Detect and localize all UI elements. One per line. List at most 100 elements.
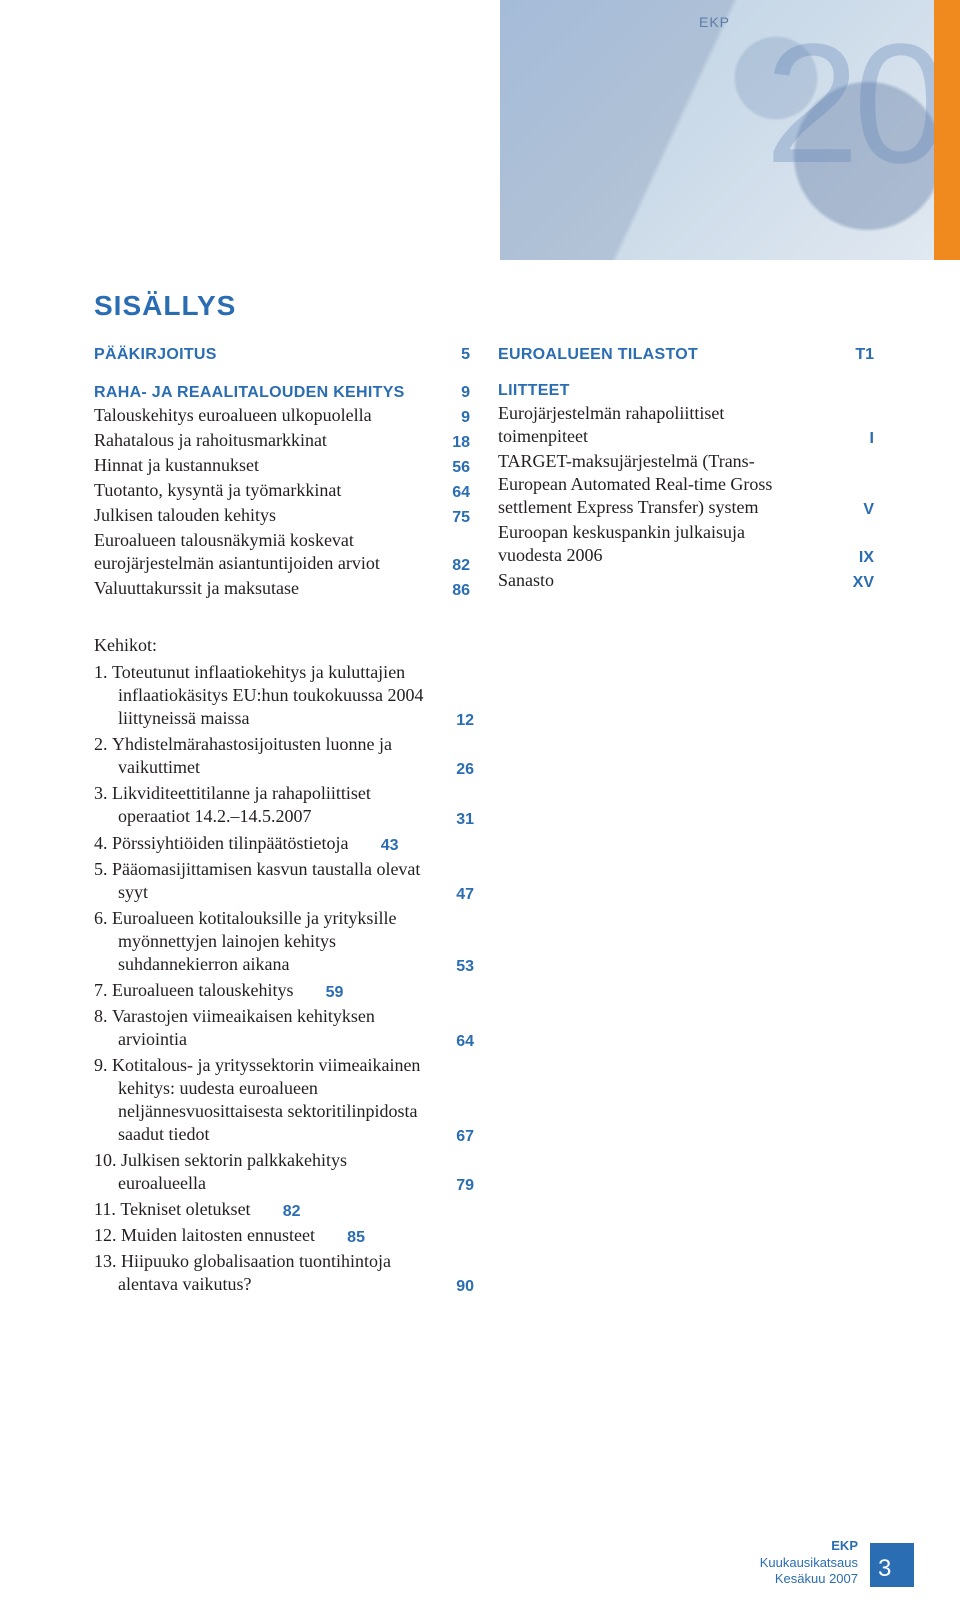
toc-row: Sanasto XV xyxy=(498,569,874,592)
page-number: 18 xyxy=(434,434,470,452)
banner-large-number: 20 xyxy=(765,6,942,202)
kehikot-row: 5. Pääomasijittamisen kasvun taustalla o… xyxy=(94,858,478,904)
kehikot-label: 10. Julkisen sektorin palkkakehitys euro… xyxy=(94,1149,424,1195)
footer-line2: Kuukausikatsaus xyxy=(760,1555,858,1571)
page-number: 43 xyxy=(368,837,398,855)
footer: EKP Kuukausikatsaus Kesäkuu 2007 3 xyxy=(760,1538,914,1587)
page-number: 90 xyxy=(444,1278,474,1296)
toc-label: Sanasto xyxy=(498,569,554,592)
page-number: 12 xyxy=(444,712,474,730)
kehikot-label: 4. Pörssiyhtiöiden tilinpäätöstietoja xyxy=(94,832,348,855)
toc-row: RAHA- JA REAALITALOUDEN KEHITYS 9 xyxy=(94,384,470,402)
kehikot-label: 8. Varastojen viimeaikaisen kehityksen a… xyxy=(94,1005,424,1051)
kehikot-row: 3. Likviditeettitilanne ja rahapoliittis… xyxy=(94,782,478,828)
toc-label: Rahatalous ja rahoitusmarkkinat xyxy=(94,429,327,452)
page-number: 59 xyxy=(313,984,343,1002)
kehikot-row: 2. Yhdistelmärahastosijoitusten luonne j… xyxy=(94,733,478,779)
page-number: 82 xyxy=(271,1203,301,1221)
banner-small-text: EKP xyxy=(699,14,730,30)
page-number: 53 xyxy=(444,958,474,976)
page-number: 86 xyxy=(434,582,470,600)
kehikot-label: 12. Muiden laitosten ennusteet xyxy=(94,1224,315,1247)
toc-row: Eurojärjestelmän rahapoliittiset toimenp… xyxy=(498,402,874,448)
section-heading: LIITTEET xyxy=(498,382,874,400)
kehikot-heading: Kehikot: xyxy=(94,634,478,657)
page-number: 26 xyxy=(444,761,474,779)
kehikot-label: 13. Hiipuuko globalisaation tuontihintoj… xyxy=(94,1250,424,1296)
kehikot-label: 2. Yhdistelmärahastosijoitusten luonne j… xyxy=(94,733,424,779)
toc-label: Euroopan keskuspankin julkaisuja vuodest… xyxy=(498,521,808,567)
section-heading: RAHA- JA REAALITALOUDEN KEHITYS xyxy=(94,384,405,402)
page-title: SISÄLLYS xyxy=(94,290,874,322)
page-number: I xyxy=(838,430,874,448)
toc-row: EUROALUEEN TILASTOT T1 xyxy=(498,346,874,364)
toc-row: Valuuttakurssit ja maksutase 86 xyxy=(94,577,470,600)
page: EKP 20 SISÄLLYS PÄÄKIRJOITUS 5 RAHA- JA … xyxy=(0,0,960,1617)
kehikot-row: 9. Kotitalous- ja yrityssektorin viimeai… xyxy=(94,1054,478,1146)
page-number: 31 xyxy=(444,811,474,829)
toc-label: Tuotanto, kysyntä ja työmarkkinat xyxy=(94,479,341,502)
toc-row: PÄÄKIRJOITUS 5 xyxy=(94,346,470,364)
toc-row: Tuotanto, kysyntä ja työmarkkinat 64 xyxy=(94,479,470,502)
two-column-toc: PÄÄKIRJOITUS 5 RAHA- JA REAALITALOUDEN K… xyxy=(94,344,874,600)
page-number: V xyxy=(838,501,874,519)
page-number: 79 xyxy=(444,1177,474,1195)
page-number: T1 xyxy=(838,346,874,364)
toc-label: Valuuttakurssit ja maksutase xyxy=(94,577,299,600)
toc-label: TARGET-maksujärjestelmä (Trans-European … xyxy=(498,450,808,519)
toc-label: Eurojärjestelmän rahapoliittiset toimenp… xyxy=(498,402,808,448)
kehikot-row: 4. Pörssiyhtiöiden tilinpäätöstietoja 43 xyxy=(94,832,478,855)
toc-right-column: EUROALUEEN TILASTOT T1 LIITTEET Eurojärj… xyxy=(498,344,874,600)
footer-page-number: 3 xyxy=(870,1543,914,1587)
banknote-banner: EKP 20 xyxy=(500,0,960,260)
toc-row: Julkisen talouden kehitys 75 xyxy=(94,504,470,527)
footer-line3: Kesäkuu 2007 xyxy=(760,1571,858,1587)
toc-label: Euroalueen talousnäkymiä koskevat eurojä… xyxy=(94,529,404,575)
kehikot-label: 7. Euroalueen talouskehitys xyxy=(94,979,293,1002)
kehikot-row: 11. Tekniset oletukset 82 xyxy=(94,1198,478,1221)
kehikot-row: 6. Euroalueen kotitalouksille ja yrityks… xyxy=(94,907,478,976)
toc-row: Talouskehitys euroalueen ulkopuolella 9 xyxy=(94,404,470,427)
page-number: 64 xyxy=(434,484,470,502)
toc-row: TARGET-maksujärjestelmä (Trans-European … xyxy=(498,450,874,519)
kehikot-label: 9. Kotitalous- ja yrityssektorin viimeai… xyxy=(94,1054,424,1146)
toc-label: Julkisen talouden kehitys xyxy=(94,504,276,527)
toc-label: Hinnat ja kustannukset xyxy=(94,454,259,477)
toc-label: Talouskehitys euroalueen ulkopuolella xyxy=(94,404,372,427)
toc-left-column: PÄÄKIRJOITUS 5 RAHA- JA REAALITALOUDEN K… xyxy=(94,344,470,600)
kehikot-list: Kehikot: 1. Toteutunut inflaatiokehitys … xyxy=(94,634,478,1296)
kehikot-label: 1. Toteutunut inflaatiokehitys ja kulutt… xyxy=(94,661,424,730)
page-number: 47 xyxy=(444,886,474,904)
kehikot-label: 3. Likviditeettitilanne ja rahapoliittis… xyxy=(94,782,424,828)
page-number: 82 xyxy=(434,557,470,575)
toc-row: Euroalueen talousnäkymiä koskevat eurojä… xyxy=(94,529,470,575)
page-number: 64 xyxy=(444,1033,474,1051)
page-number: XV xyxy=(838,574,874,592)
page-number: 75 xyxy=(434,509,470,527)
section-heading: PÄÄKIRJOITUS xyxy=(94,346,217,364)
kehikot-label: 5. Pääomasijittamisen kasvun taustalla o… xyxy=(94,858,424,904)
kehikot-row: 8. Varastojen viimeaikaisen kehityksen a… xyxy=(94,1005,478,1051)
content: SISÄLLYS PÄÄKIRJOITUS 5 RAHA- JA REAALIT… xyxy=(94,290,874,1296)
edge-tab xyxy=(934,0,960,260)
page-number: 67 xyxy=(444,1128,474,1146)
page-number: 9 xyxy=(434,384,470,402)
section-heading: EUROALUEEN TILASTOT xyxy=(498,346,698,364)
page-number: 85 xyxy=(335,1229,365,1247)
kehikot-label: 6. Euroalueen kotitalouksille ja yrityks… xyxy=(94,907,424,976)
toc-row: Hinnat ja kustannukset 56 xyxy=(94,454,470,477)
kehikot-row: 10. Julkisen sektorin palkkakehitys euro… xyxy=(94,1149,478,1195)
toc-row: Euroopan keskuspankin julkaisuja vuodest… xyxy=(498,521,874,567)
page-number: 9 xyxy=(434,409,470,427)
page-number: 5 xyxy=(434,346,470,364)
kehikot-row: 13. Hiipuuko globalisaation tuontihintoj… xyxy=(94,1250,478,1296)
kehikot-row: 12. Muiden laitosten ennusteet 85 xyxy=(94,1224,478,1247)
footer-ekp: EKP xyxy=(760,1538,858,1554)
kehikot-row: 7. Euroalueen talouskehitys 59 xyxy=(94,979,478,1002)
kehikot-row: 1. Toteutunut inflaatiokehitys ja kulutt… xyxy=(94,661,478,730)
kehikot-label: 11. Tekniset oletukset xyxy=(94,1198,251,1221)
page-number: IX xyxy=(838,549,874,567)
page-number: 56 xyxy=(434,459,470,477)
footer-text: EKP Kuukausikatsaus Kesäkuu 2007 xyxy=(760,1538,858,1587)
toc-row: Rahatalous ja rahoitusmarkkinat 18 xyxy=(94,429,470,452)
